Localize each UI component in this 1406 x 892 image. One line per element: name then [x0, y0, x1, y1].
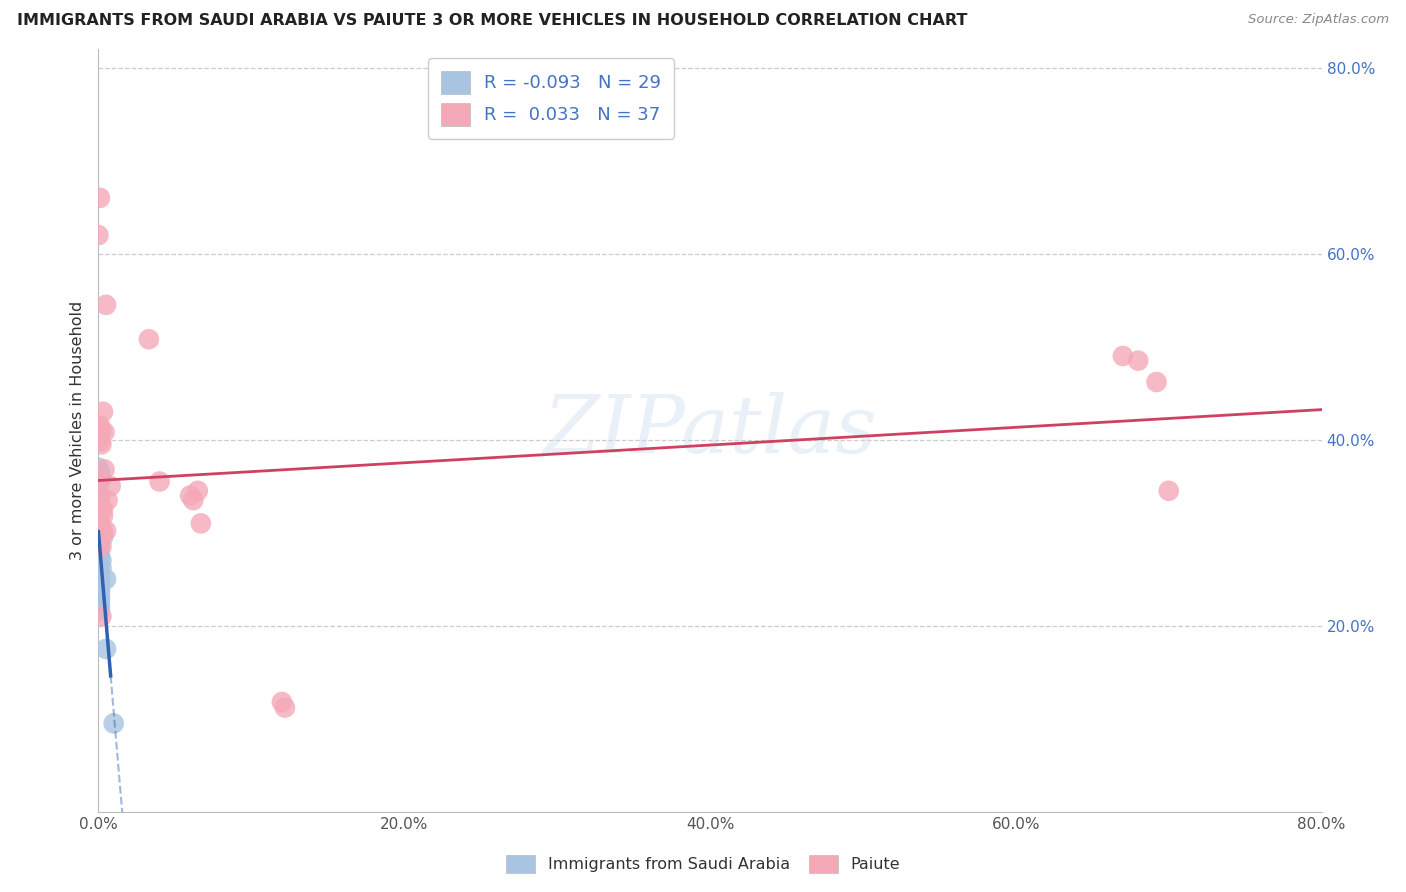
Point [179, 488, 201, 502]
Point [1128, 353, 1150, 368]
Point [89, 491, 111, 505]
Point [89, 604, 111, 618]
Point [89, 558, 111, 573]
Point [94, 642, 117, 657]
Point [89, 418, 111, 433]
Point [1157, 483, 1180, 498]
Point [87, 493, 110, 508]
Point [89, 540, 111, 554]
Text: ZIPatlas: ZIPatlas [543, 392, 877, 469]
Point [91, 405, 114, 419]
Point [97, 493, 120, 508]
Point [100, 479, 122, 493]
Legend: R = -0.093   N = 29, R =  0.033   N = 37: R = -0.093 N = 29, R = 0.033 N = 37 [429, 58, 673, 139]
Point [89, 475, 111, 489]
Point [89, 518, 111, 533]
Point [274, 700, 297, 714]
Point [94, 524, 117, 538]
Point [90, 540, 112, 554]
Point [90, 561, 112, 575]
Point [93, 462, 115, 476]
Point [181, 493, 204, 508]
Point [87, 483, 110, 498]
Point [91, 530, 114, 544]
Point [149, 475, 172, 489]
Point [89, 578, 111, 592]
Point [89, 574, 111, 588]
Point [94, 572, 117, 586]
Point [89, 535, 111, 549]
Point [89, 600, 111, 615]
Point [89, 585, 111, 599]
Text: IMMIGRANTS FROM SAUDI ARABIA VS PAIUTE 3 OR MORE VEHICLES IN HOUSEHOLD CORRELATI: IMMIGRANTS FROM SAUDI ARABIA VS PAIUTE 3… [17, 13, 967, 29]
Point [89, 434, 111, 449]
Point [90, 609, 112, 624]
Text: Source: ZipAtlas.com: Source: ZipAtlas.com [1249, 13, 1389, 27]
Point [94, 298, 117, 312]
Legend: Immigrants from Saudi Arabia, Paiute: Immigrants from Saudi Arabia, Paiute [499, 848, 907, 880]
Point [138, 332, 160, 346]
Point [93, 425, 115, 440]
Point [91, 525, 114, 540]
Point [90, 521, 112, 535]
Point [89, 570, 111, 584]
Point [90, 525, 112, 540]
Point [91, 508, 114, 523]
Point [87, 475, 110, 489]
Point [89, 582, 111, 596]
Y-axis label: 3 or more Vehicles in Household: 3 or more Vehicles in Household [70, 301, 86, 560]
Point [89, 191, 111, 205]
Point [90, 553, 112, 567]
Point [89, 516, 111, 531]
Point [90, 472, 112, 486]
Point [89, 530, 111, 544]
Point [89, 527, 111, 541]
Point [270, 695, 292, 709]
Point [87, 228, 110, 243]
Point [89, 465, 111, 479]
Point [91, 502, 114, 516]
Point [87, 460, 110, 475]
Point [90, 437, 112, 451]
Point [89, 565, 111, 579]
Point [1112, 349, 1135, 363]
Point [89, 549, 111, 563]
Point [190, 516, 212, 531]
Point [89, 589, 111, 603]
Point [187, 483, 209, 498]
Point [90, 424, 112, 438]
Point [1146, 375, 1168, 389]
Point [103, 716, 125, 731]
Point [89, 596, 111, 610]
Point [89, 592, 111, 607]
Point [90, 502, 112, 516]
